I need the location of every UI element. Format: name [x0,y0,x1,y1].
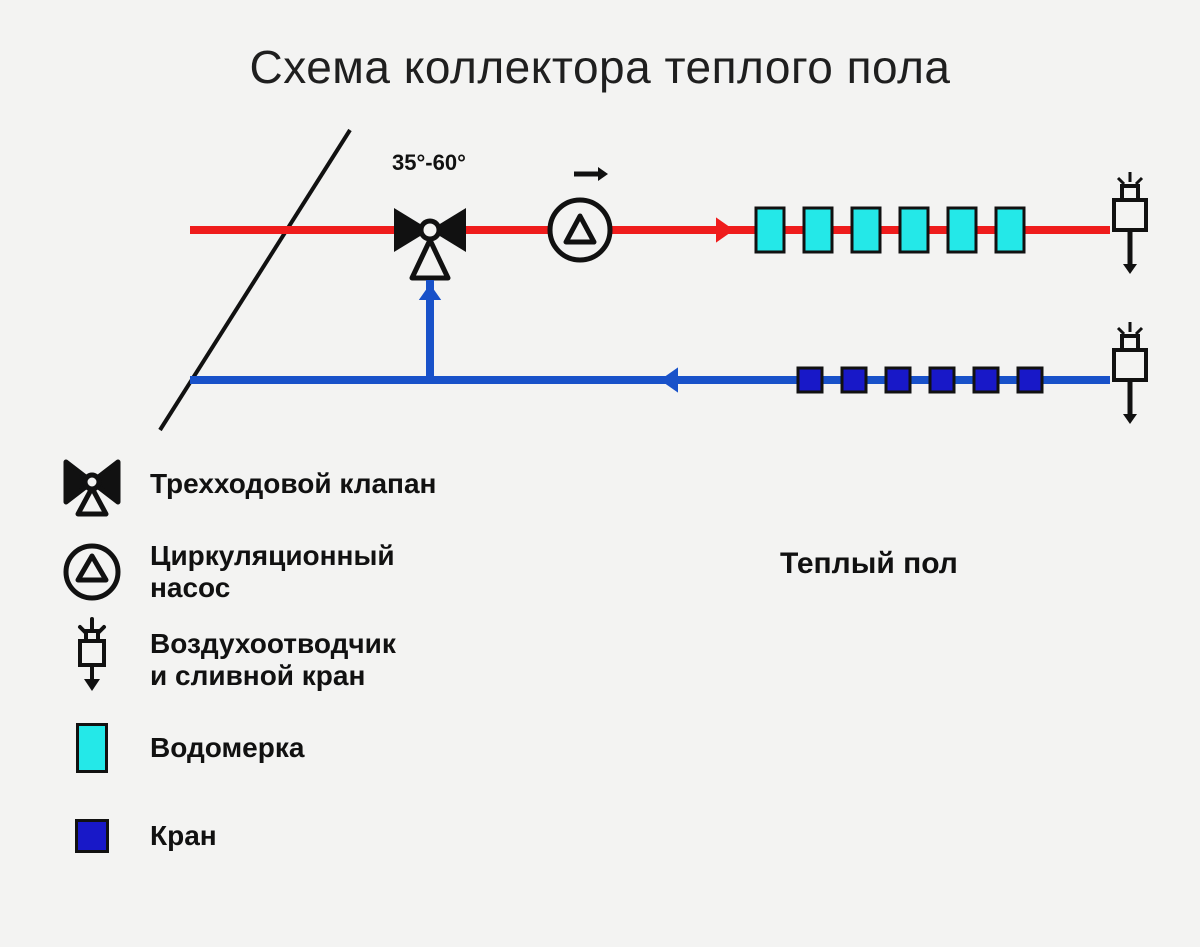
legend-label: Водомерка [150,732,304,764]
pump-icon [56,536,128,608]
valve3-icon [56,448,128,520]
legend-row-valve3: Трехходовой клапан [56,448,576,520]
airvent-icon [56,624,128,696]
valve-icon [56,800,128,872]
floor-label: Теплый пол [780,547,958,581]
diagram-stage: Схема коллектора теплого пола 35°-60° Те… [0,0,1200,947]
legend-label: Циркуляционный насос [150,540,395,604]
meter-icon [56,712,128,784]
legend-row-airvent: Воздухоотводчик и сливной кран [56,624,576,696]
legend: Трехходовой клапан Циркуляционный насос [56,448,576,888]
legend-row-valve: Кран [56,800,576,872]
page-title: Схема коллектора теплого пола [0,40,1200,94]
legend-row-pump: Циркуляционный насос [56,536,576,608]
legend-label: Воздухоотводчик и сливной кран [150,628,396,692]
legend-label: Трехходовой клапан [150,468,436,500]
legend-label: Кран [150,820,217,852]
temperature-label: 35°-60° [392,150,466,176]
legend-row-meter: Водомерка [56,712,576,784]
